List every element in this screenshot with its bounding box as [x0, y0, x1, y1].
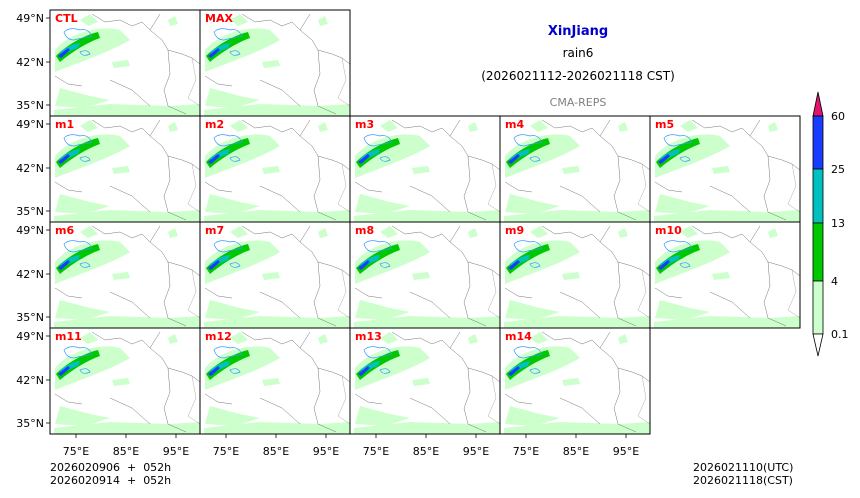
- lat-label: 35°N: [16, 417, 44, 430]
- figure-footer: 2026020906 + 052h 2026020914 + 052h 2026…: [50, 461, 793, 487]
- panel-label: m14: [505, 330, 532, 343]
- panel-m11: m11: [49, 327, 201, 435]
- colorbar-label-0.1: 0.1: [831, 328, 849, 341]
- panel-label: m9: [505, 224, 524, 237]
- lon-label: 75°E: [363, 445, 389, 458]
- panel-m10: m10: [649, 221, 801, 329]
- colorbar-label-60: 60: [831, 110, 845, 123]
- panel-label: m7: [205, 224, 224, 237]
- lat-label: 49°N: [16, 118, 44, 131]
- lat-label: 42°N: [16, 162, 44, 175]
- panel-label: m3: [355, 118, 374, 131]
- panel-m2: m2: [199, 115, 351, 223]
- panel-label: m4: [505, 118, 524, 131]
- panel-m9: m9: [499, 221, 651, 329]
- panel-label: MAX: [205, 12, 233, 25]
- panel-m12: m12: [199, 327, 351, 435]
- panel-m1: m1: [49, 115, 201, 223]
- lon-label: 85°E: [263, 445, 289, 458]
- panel-grid: CTL MAX m1 m2 m3 m4 m5 m6 m7 m8 m9 m10 m11 m12 m13 m14 4…: [16, 9, 801, 458]
- figure-header: XinJiang rain6 (2026021112-2026021118 CS…: [481, 24, 675, 109]
- colorbar-label-4: 4: [831, 275, 838, 288]
- lat-label: 49°N: [16, 224, 44, 237]
- panel-m5: m5: [649, 115, 801, 223]
- lat-label: 42°N: [16, 268, 44, 281]
- lon-label: 95°E: [613, 445, 639, 458]
- lon-label: 95°E: [313, 445, 339, 458]
- panel-label: m12: [205, 330, 232, 343]
- variable-title: rain6: [563, 46, 594, 60]
- panel-label: m11: [55, 330, 82, 343]
- colorbar-bin-4-13: [812, 222, 824, 282]
- lon-label: 85°E: [413, 445, 439, 458]
- panel-label: CTL: [55, 12, 78, 25]
- init-time-utc: 2026020906 + 052h: [50, 461, 171, 474]
- lat-label: 49°N: [16, 330, 44, 343]
- lon-label: 95°E: [163, 445, 189, 458]
- colorbar-label-25: 25: [831, 163, 845, 176]
- colorbar-max-arrow: [812, 91, 824, 117]
- panel-m3: m3: [349, 115, 501, 223]
- period-title: (2026021112-2026021118 CST): [481, 69, 675, 83]
- panel-label: m2: [205, 118, 224, 131]
- model-name: CMA-REPS: [550, 96, 607, 109]
- colorbar-bin-13-25: [812, 168, 824, 224]
- valid-time-cst: 2026021118(CST): [693, 474, 793, 487]
- panel-m8: m8: [349, 221, 501, 329]
- colorbar: 60 25 13 4 0.1: [812, 91, 849, 357]
- panel-label: m13: [355, 330, 382, 343]
- colorbar-min-arrow: [812, 333, 824, 357]
- colorbar-bin-0.1-4: [812, 280, 824, 335]
- lon-label: 75°E: [513, 445, 539, 458]
- lon-label: 85°E: [113, 445, 139, 458]
- panel-m13: m13: [349, 327, 501, 435]
- lat-label: 49°N: [16, 12, 44, 25]
- colorbar-bin-25-60: [812, 115, 824, 170]
- panel-m14: m14: [499, 327, 651, 435]
- colorbar-label-13: 13: [831, 217, 845, 230]
- panel-m4: m4: [499, 115, 651, 223]
- lon-label: 85°E: [563, 445, 589, 458]
- lat-label: 35°N: [16, 99, 44, 112]
- init-time-cst: 2026020914 + 052h: [50, 474, 171, 487]
- lat-label: 35°N: [16, 311, 44, 324]
- panel-m6: m6: [49, 221, 201, 329]
- panel-label: m5: [655, 118, 674, 131]
- panel-max: MAX: [199, 9, 351, 117]
- lat-label: 35°N: [16, 205, 44, 218]
- panel-label: m1: [55, 118, 74, 131]
- panel-label: m10: [655, 224, 682, 237]
- panel-label: m6: [55, 224, 74, 237]
- lat-label: 42°N: [16, 374, 44, 387]
- lat-label: 42°N: [16, 56, 44, 69]
- region-title: XinJiang: [548, 24, 608, 39]
- lon-label: 75°E: [213, 445, 239, 458]
- panel-label: m8: [355, 224, 374, 237]
- lon-label: 75°E: [63, 445, 89, 458]
- panel-m7: m7: [199, 221, 351, 329]
- valid-time-utc: 2026021110(UTC): [693, 461, 793, 474]
- panel-ctl: CTL: [49, 9, 201, 117]
- lon-label: 95°E: [463, 445, 489, 458]
